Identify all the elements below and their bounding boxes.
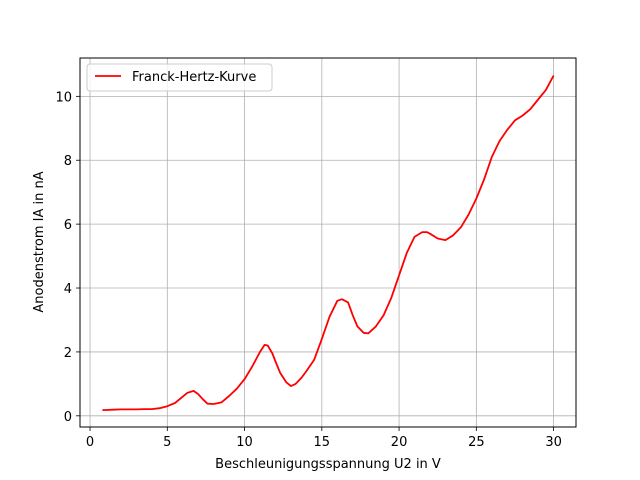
legend: Franck-Hertz-Kurve xyxy=(86,63,273,92)
y-axis: 0 2 4 6 8 10 xyxy=(55,90,80,425)
plot-frame xyxy=(79,57,577,428)
x-tick-label: 0 xyxy=(86,435,94,450)
y-axis-label: Anodenstrom IA in nA xyxy=(32,171,47,312)
legend-label: Franck-Hertz-Kurve xyxy=(132,70,256,85)
y-tick-label: 6 xyxy=(64,218,72,233)
x-tick-label: 30 xyxy=(545,435,562,450)
y-tick-label: 0 xyxy=(64,410,72,425)
x-tick-label: 10 xyxy=(236,435,253,450)
y-tick-label: 10 xyxy=(55,90,72,105)
y-tick-label: 4 xyxy=(64,282,72,297)
series-layer xyxy=(102,75,555,411)
x-tick-label: 25 xyxy=(468,435,485,450)
x-tick-label: 20 xyxy=(391,435,408,450)
grid xyxy=(80,58,576,427)
y-tick-label: 2 xyxy=(64,346,72,361)
x-tick-label: 5 xyxy=(163,435,171,450)
series-line xyxy=(102,75,555,411)
x-tick-label: 15 xyxy=(314,435,331,450)
y-tick-label: 8 xyxy=(64,154,72,169)
legend-box xyxy=(86,63,273,92)
x-axis-label: Beschleunigungsspannung U2 in V xyxy=(215,457,441,472)
x-axis: 0 5 10 15 20 25 30 xyxy=(86,427,562,450)
